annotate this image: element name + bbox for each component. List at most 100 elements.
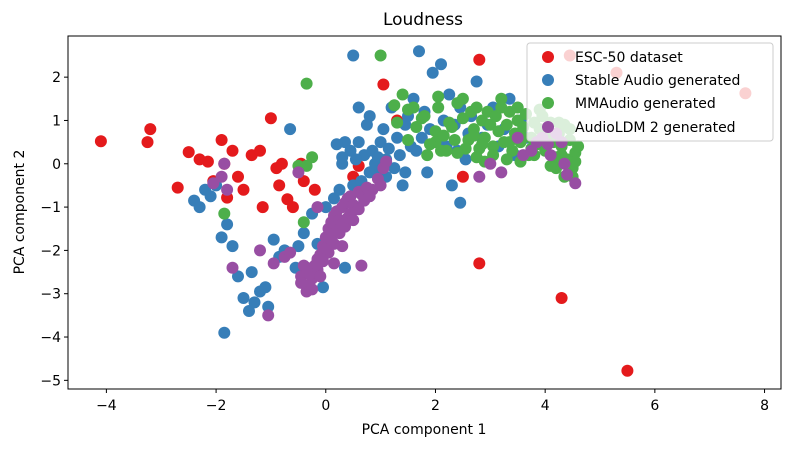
data-point-series-1-64 — [426, 66, 439, 79]
data-point-series-3-5 — [254, 244, 266, 257]
data-point-series-1-22 — [292, 240, 305, 253]
data-point-series-1-37 — [352, 136, 365, 149]
data-point-series-1-23 — [297, 227, 310, 240]
legend: ESC-50 dataset Stable Audio generated MM… — [526, 42, 774, 142]
data-point-series-1-50 — [388, 162, 401, 175]
y-tick-label: −1 — [40, 200, 61, 216]
data-point-series-3-59 — [306, 283, 319, 296]
data-point-series-2-78 — [456, 92, 469, 105]
y-axis-ticks: −5 −4 −3 −2 −1 0 1 2 — [40, 70, 68, 389]
data-point-series-3-50 — [325, 233, 338, 246]
data-point-series-2-75 — [396, 88, 409, 101]
data-point-series-0-17 — [264, 112, 277, 125]
data-point-series-1-94 — [347, 49, 360, 62]
legend-label-stable-audio: Stable Audio generated — [575, 73, 740, 89]
data-point-series-1-58 — [410, 144, 423, 157]
data-point-series-0-13 — [237, 183, 250, 196]
data-point-series-2-29 — [489, 110, 502, 123]
data-point-series-3-62 — [314, 270, 327, 283]
data-point-series-1-97 — [399, 166, 412, 179]
data-point-series-1-28 — [319, 201, 332, 214]
data-point-series-0-12 — [232, 170, 244, 183]
data-point-series-0-33 — [555, 292, 568, 304]
x-tick-label: 2 — [431, 398, 440, 414]
data-point-series-1-62 — [421, 166, 434, 179]
data-point-series-2-4 — [297, 216, 310, 229]
legend-label-audioldm2: AudioLDM 2 generated — [575, 120, 736, 136]
data-point-series-1-48 — [382, 142, 395, 155]
data-point-series-3-81 — [355, 259, 368, 272]
data-point-series-1-76 — [470, 75, 483, 88]
data-point-series-3-7 — [267, 257, 280, 270]
points-layer — [94, 45, 752, 377]
data-point-series-2-16 — [445, 121, 458, 133]
x-axis-label: PCA component 1 — [362, 422, 487, 438]
data-point-series-2-71 — [451, 146, 464, 159]
data-point-series-1-99 — [454, 196, 467, 209]
data-point-series-1-93 — [363, 110, 376, 123]
data-point-series-2-7 — [388, 99, 401, 112]
data-point-series-2-33 — [500, 118, 513, 131]
data-point-series-1-95 — [352, 101, 365, 114]
data-point-series-2-27 — [484, 118, 497, 131]
data-point-series-0-22 — [286, 201, 299, 214]
data-point-series-3-57 — [363, 190, 376, 203]
data-point-series-0-6 — [201, 155, 214, 168]
data-point-series-1-57 — [407, 92, 420, 105]
data-point-series-0-16 — [256, 201, 269, 214]
data-point-series-1-16 — [262, 300, 275, 313]
data-point-series-1-103 — [336, 151, 349, 164]
legend-marker-mmaudio — [542, 97, 554, 109]
x-tick-label: −2 — [206, 398, 227, 414]
data-point-series-1-27 — [317, 281, 329, 294]
y-tick-label: −2 — [40, 243, 61, 259]
data-point-series-1-11 — [243, 305, 255, 317]
data-point-series-1-17 — [267, 233, 280, 246]
y-tick-label: 0 — [52, 157, 61, 173]
data-point-series-2-84 — [415, 112, 428, 125]
x-tick-label: 0 — [321, 398, 330, 414]
data-point-series-1-30 — [328, 192, 340, 205]
data-point-series-2-30 — [492, 125, 505, 138]
data-point-series-1-7 — [221, 218, 234, 231]
data-point-series-1-34 — [344, 144, 357, 157]
legend-marker-audioldm2 — [542, 121, 554, 133]
data-point-series-3-69 — [544, 149, 557, 162]
data-point-series-3-1 — [215, 170, 228, 183]
data-point-series-3-63 — [336, 240, 349, 253]
data-point-series-2-93 — [448, 134, 461, 146]
data-point-series-1-1 — [193, 201, 206, 214]
data-point-series-3-58 — [295, 276, 308, 289]
data-point-series-0-35 — [621, 364, 634, 377]
data-point-series-2-74 — [421, 149, 434, 162]
x-tick-label: 4 — [541, 398, 550, 414]
data-point-series-3-55 — [352, 203, 365, 216]
data-point-series-2-80 — [511, 101, 524, 114]
data-point-series-0-0 — [94, 135, 107, 148]
legend-marker-stable-audio — [542, 74, 554, 86]
data-point-series-1-8 — [226, 240, 239, 253]
data-point-series-3-9 — [284, 246, 297, 259]
data-point-series-2-3 — [306, 151, 319, 164]
data-point-series-2-2 — [300, 159, 313, 172]
data-point-series-0-31 — [473, 53, 486, 66]
data-point-series-3-61 — [328, 257, 340, 270]
data-point-series-0-28 — [377, 78, 390, 91]
data-point-series-1-69 — [443, 88, 456, 101]
data-point-series-0-19 — [273, 179, 286, 192]
data-point-series-1-45 — [374, 136, 387, 149]
data-point-series-3-71 — [558, 157, 571, 170]
data-point-series-2-13 — [432, 101, 445, 114]
data-point-series-1-6 — [218, 326, 231, 339]
x-tick-label: 6 — [650, 398, 659, 414]
data-point-series-2-0 — [218, 207, 231, 220]
data-point-series-2-22 — [470, 101, 483, 114]
x-axis-ticks: −4 −2 0 2 4 6 8 — [96, 389, 769, 414]
data-point-series-2-10 — [410, 121, 423, 133]
data-point-series-1-3 — [204, 190, 217, 203]
data-point-series-3-6 — [262, 309, 275, 322]
data-point-series-1-82 — [503, 92, 516, 105]
data-point-series-2-66 — [500, 153, 513, 166]
data-point-series-2-79 — [495, 92, 508, 105]
